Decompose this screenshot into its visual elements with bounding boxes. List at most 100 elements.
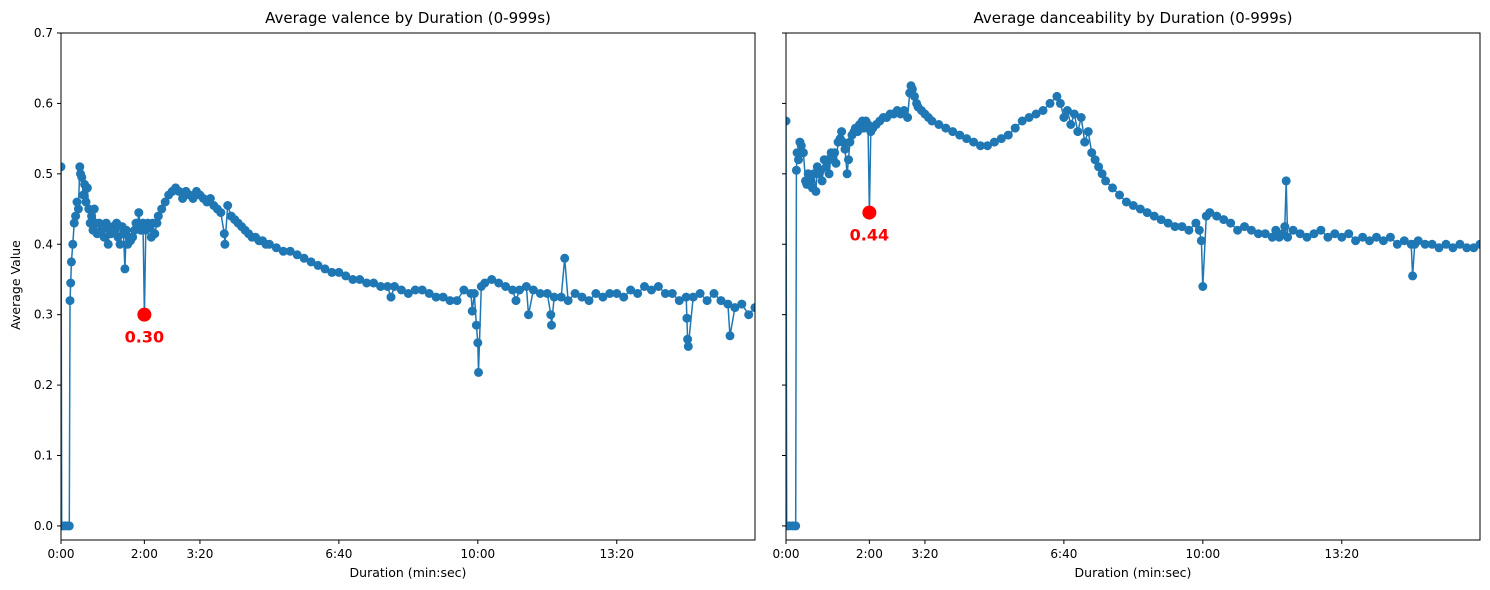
danceability-point-102 — [1101, 176, 1111, 186]
danceability-point-142 — [1330, 229, 1340, 239]
valence-point-158 — [626, 285, 636, 295]
valence-point-63 — [157, 204, 167, 214]
danceability-point-76 — [969, 137, 979, 147]
danceability-point-163 — [1462, 243, 1472, 253]
valence-point-152 — [584, 296, 594, 306]
valence-point-18 — [81, 197, 91, 207]
valence-point-159 — [633, 289, 643, 298]
danceability-point-138 — [1302, 232, 1312, 242]
danceability-point-113 — [1177, 222, 1187, 232]
valence-point-146 — [549, 292, 559, 302]
danceability-point-160 — [1441, 239, 1451, 249]
valence-point-100 — [299, 253, 309, 263]
danceability-point-83 — [1017, 116, 1027, 126]
danceability-point-74 — [955, 130, 965, 140]
valence-point-154 — [598, 292, 608, 302]
valence-point-141 — [528, 285, 538, 295]
valence-point-13 — [75, 162, 85, 172]
danceability-x-tick-label-2: 3:20 — [911, 547, 938, 561]
danceability-point-29 — [831, 158, 841, 168]
danceability-point-6 — [792, 148, 802, 158]
danceability-point-23 — [821, 162, 831, 172]
danceability-point-136 — [1288, 225, 1298, 235]
danceability-point-87 — [1045, 98, 1055, 108]
danceability-point-90 — [1059, 113, 1069, 122]
danceability-point-112 — [1170, 222, 1180, 232]
danceability-axes-frame — [785, 32, 1481, 541]
valence-point-157 — [619, 292, 629, 302]
valence-point-104 — [327, 267, 337, 277]
danceability-point-145 — [1351, 236, 1361, 246]
danceability-point-105 — [1121, 197, 1131, 207]
valence-chart-title: Average valence by Duration (0-999s) — [265, 9, 551, 27]
valence-point-167 — [682, 313, 692, 323]
danceability-point-17 — [811, 186, 821, 196]
valence-point-101 — [306, 257, 316, 267]
valence-point-168 — [683, 334, 693, 344]
valence-point-118 — [417, 285, 427, 295]
valence-point-106 — [341, 271, 351, 281]
danceability-point-122 — [1219, 215, 1229, 225]
danceability-point-110 — [1156, 215, 1166, 225]
valence-y-tick-label-2: 0.2 — [34, 378, 53, 392]
valence-x-tick-label-4: 10:00 — [461, 547, 496, 561]
danceability-point-125 — [1240, 222, 1249, 232]
valence-point-179 — [744, 310, 754, 320]
valence-point-72 — [188, 194, 198, 203]
valence-point-108 — [355, 275, 365, 284]
valence-point-166 — [681, 292, 691, 302]
danceability-x-tick-label-4: 10:00 — [1186, 547, 1221, 561]
valence-point-175 — [723, 299, 733, 309]
danceability-point-96 — [1080, 137, 1090, 147]
valence-point-145 — [547, 320, 556, 330]
valence-y-tick-label-5: 0.5 — [34, 167, 53, 181]
danceability-point-70 — [927, 116, 937, 126]
danceability-point-101 — [1097, 169, 1107, 179]
valence-point-68 — [174, 186, 184, 196]
danceability-point-146 — [1358, 232, 1368, 242]
valence-y-tick-label-4: 0.4 — [34, 237, 53, 251]
valence-point-9 — [69, 218, 79, 228]
danceability-point-81 — [1003, 130, 1013, 140]
danceability-point-85 — [1031, 109, 1041, 119]
valence-point-161 — [647, 285, 656, 295]
danceability-point-137 — [1295, 229, 1305, 239]
valence-point-180 — [750, 303, 755, 313]
danceability-point-91 — [1062, 106, 1072, 115]
danceability-point-72 — [941, 123, 951, 133]
valence-highlight-label: 0.30 — [125, 328, 164, 347]
valence-point-160 — [640, 282, 649, 291]
danceability-point-79 — [989, 137, 999, 147]
danceability-x-tick-label-1: 2:00 — [856, 547, 883, 561]
valence-point-174 — [716, 296, 726, 306]
danceability-point-151 — [1392, 239, 1402, 249]
valence-point-147 — [556, 292, 566, 302]
valence-point-121 — [438, 292, 448, 302]
danceability-point-59 — [899, 106, 909, 115]
valence-point-140 — [524, 310, 533, 320]
valence-point-22 — [87, 211, 97, 221]
valence-point-10 — [71, 211, 81, 221]
valence-point-150 — [570, 289, 580, 298]
danceability-point-25 — [824, 169, 834, 179]
valence-plot-area: 0:00 2:00 3:20 6:40 10:00 13:20 0.0 0.1 0.2 0.3 0.… — [34, 26, 756, 561]
valence-point-62 — [153, 211, 163, 221]
valence-point-155 — [605, 289, 615, 298]
danceability-point-63 — [907, 84, 917, 94]
valence-x-tick-label-0: 0:00 — [48, 547, 75, 561]
danceability-point-126 — [1246, 225, 1256, 235]
danceability-point-92 — [1066, 120, 1076, 129]
valence-point-122 — [445, 296, 455, 306]
danceability-point-140 — [1316, 225, 1326, 235]
danceability-point-127 — [1253, 229, 1263, 239]
valence-point-156 — [612, 289, 622, 298]
valence-point-151 — [577, 292, 587, 302]
danceability-point-150 — [1385, 232, 1395, 242]
valence-point-12 — [73, 204, 83, 214]
valence-x-axis-label: Duration (min:sec) — [350, 565, 467, 580]
valence-point-165 — [674, 296, 684, 306]
valence-x-tick-label-3: 6:40 — [325, 547, 352, 561]
valence-point-77 — [205, 194, 215, 203]
danceability-point-93 — [1069, 109, 1079, 119]
danceability-chart: Average danceability by Duration (0-999s… — [773, 9, 1481, 580]
